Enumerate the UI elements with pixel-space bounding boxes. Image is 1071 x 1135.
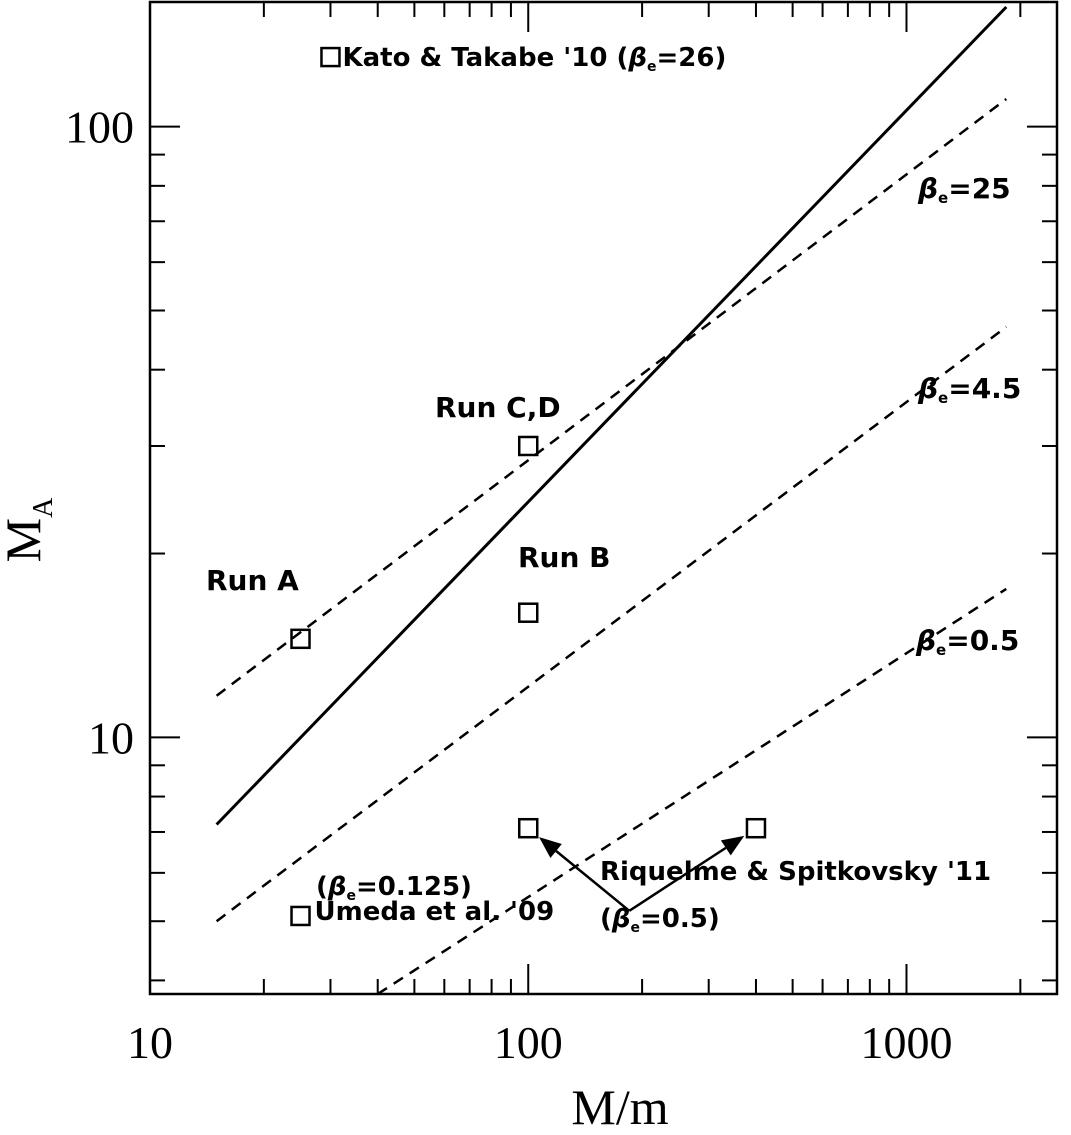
y-tick-label: 100 <box>65 102 134 153</box>
line-label-value: =0.5 <box>946 624 1019 657</box>
label-riquelme: Riquelme & Spitkovsky '11 <box>600 857 991 887</box>
line-label: βe=0.5 <box>915 624 1019 659</box>
y-axis-title-main: M <box>0 518 51 562</box>
arrow-head <box>720 835 745 856</box>
data-markers <box>290 46 767 927</box>
model-lines <box>215 5 1008 996</box>
x-tick-label: 10 <box>127 1017 173 1068</box>
line-label-beta: β <box>917 372 938 405</box>
data-point <box>320 46 341 68</box>
plot-frame <box>148 0 1059 996</box>
y-tick-label: 10 <box>88 712 134 763</box>
line-label-sub: e <box>938 389 948 407</box>
line-label: βe=25 <box>917 172 1011 207</box>
line-label-sub: e <box>938 189 948 207</box>
data-point <box>290 905 311 927</box>
arrow-head <box>539 837 562 858</box>
label-run-a-part: Run A <box>206 564 299 597</box>
label-kato-takabe: Kato & Takabe '10 (βe=26) <box>342 43 726 75</box>
y-axis-title-sub: A <box>28 497 59 518</box>
data-point <box>517 817 539 839</box>
label-kato-takabe-part: =26) <box>656 43 726 73</box>
label-kato-takabe-part: e <box>647 59 657 75</box>
label-umeda-beta-part: ( <box>316 872 328 902</box>
model-line-dashed <box>215 98 1008 697</box>
data-point <box>517 435 539 457</box>
label-run-a: Run A <box>206 564 299 597</box>
arrow-shaft <box>555 850 631 912</box>
line-label-beta: β <box>915 624 936 657</box>
x-axis-title: M/m <box>571 1079 668 1135</box>
label-riquelme-beta-part: e <box>631 920 641 936</box>
model-line-dashed <box>215 325 1008 923</box>
label-run-cd: Run C,D <box>435 391 561 424</box>
line-label: βe=4.5 <box>917 372 1021 407</box>
line-label-beta: β <box>917 172 938 205</box>
arrow-shaft <box>628 846 727 912</box>
label-kato-takabe-part: β <box>627 43 647 73</box>
label-umeda: Umeda et al. '09 <box>315 897 555 927</box>
label-umeda-beta-part: =0.125) <box>356 872 472 902</box>
line-label-value: =4.5 <box>948 372 1021 405</box>
label-riquelme-beta-part: β <box>611 904 631 934</box>
label-riquelme-beta: (βe=0.5) <box>600 904 720 936</box>
arrows <box>539 835 745 912</box>
label-run-b: Run B <box>518 541 611 574</box>
label-umeda-part: Umeda et al. '09 <box>315 897 555 927</box>
label-riquelme-beta-part: ( <box>600 904 612 934</box>
label-umeda-beta-part: e <box>347 888 357 904</box>
model-line-solid <box>215 5 1008 826</box>
data-point <box>745 817 767 839</box>
label-riquelme-part: Riquelme & Spitkovsky '11 <box>600 857 991 887</box>
model-line-dashed <box>377 587 1007 996</box>
data-point <box>290 628 311 650</box>
x-tick-label: 100 <box>494 1017 563 1068</box>
data-point <box>517 602 539 623</box>
label-umeda-beta: (βe=0.125) <box>316 872 472 904</box>
ticks: 10 100 1000 10 100 <box>65 2 1057 1068</box>
x-tick-label: 1000 <box>860 1017 952 1068</box>
svg-text:MA: MA <box>0 497 59 562</box>
label-umeda-beta-part: β <box>327 872 347 902</box>
label-kato-takabe-part: Kato & Takabe '10 ( <box>342 43 628 73</box>
line-label-sub: e <box>936 641 946 659</box>
label-run-cd-part: Run C,D <box>435 391 561 424</box>
line-label-value: =25 <box>948 172 1010 205</box>
label-run-b-part: Run B <box>518 541 611 574</box>
label-riquelme-beta-part: =0.5) <box>640 904 720 934</box>
y-axis-title: MA <box>0 497 59 562</box>
